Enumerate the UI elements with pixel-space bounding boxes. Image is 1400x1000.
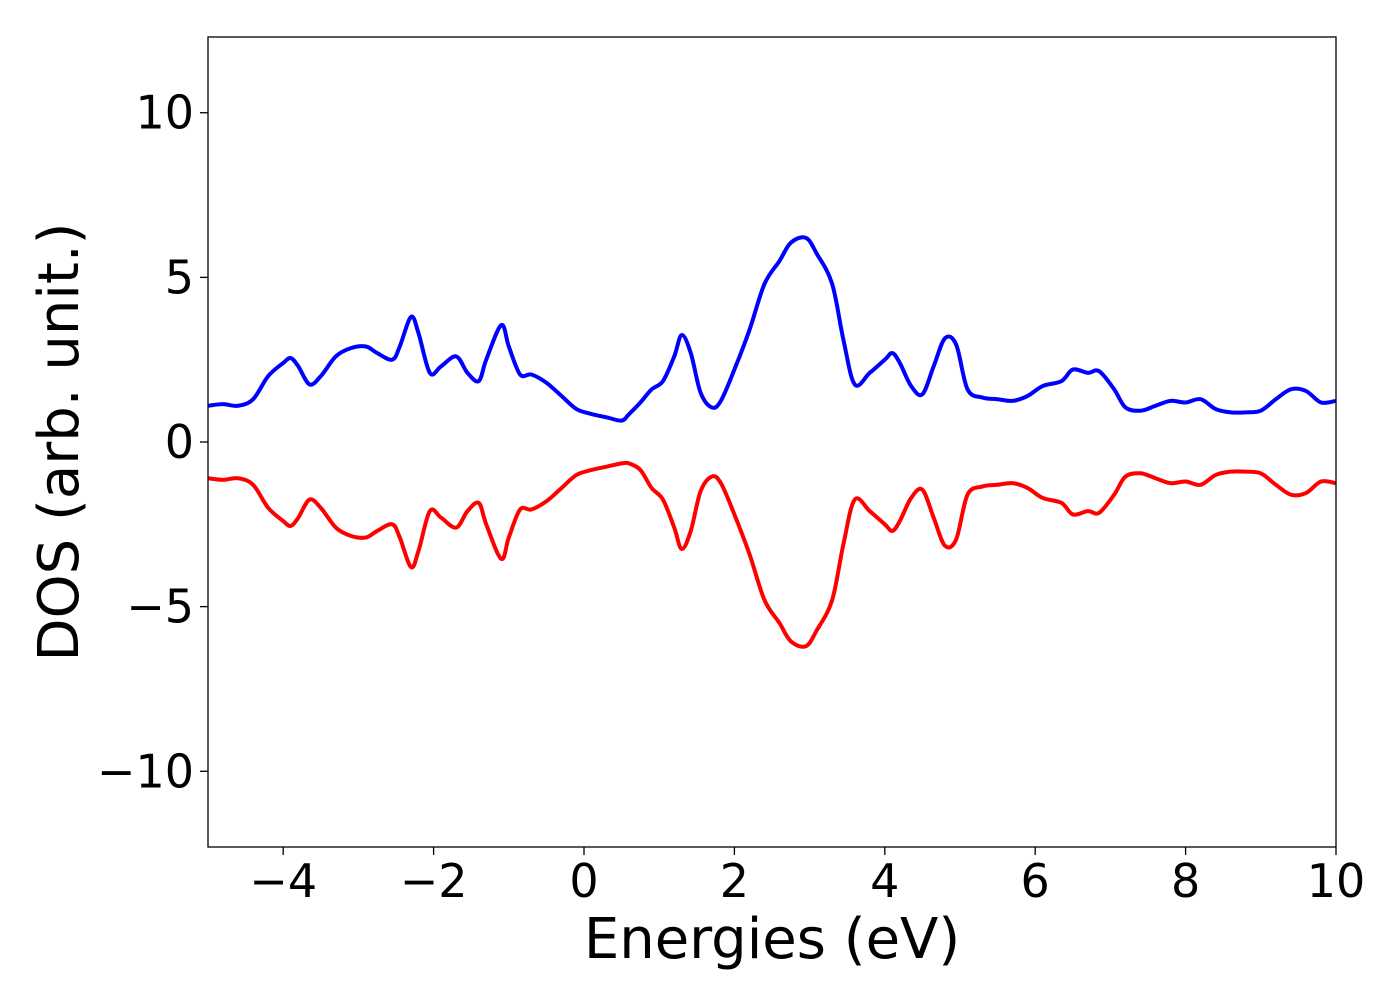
x-tick-label: 10 bbox=[1307, 854, 1366, 908]
y-axis-ticks: 10 5 0 −5 −10 bbox=[97, 86, 208, 798]
y-tick-label: 0 bbox=[165, 415, 194, 469]
x-tick-label: 6 bbox=[1021, 854, 1050, 908]
plot-frame bbox=[207, 36, 1337, 848]
x-tick-label: 4 bbox=[870, 854, 899, 908]
x-axis-label: Energies (eV) bbox=[584, 907, 960, 972]
y-tick-label: 10 bbox=[135, 86, 194, 140]
series-line-2 bbox=[207, 460, 1337, 649]
x-axis-ticks: −4 −2 0 2 4 6 8 10 bbox=[249, 847, 1365, 908]
x-tick-label: 2 bbox=[720, 854, 749, 908]
series-line-1 bbox=[207, 235, 1337, 423]
y-tick-label: −5 bbox=[126, 580, 194, 634]
x-tick-label: 0 bbox=[569, 854, 598, 908]
x-tick-label: −4 bbox=[249, 854, 317, 908]
y-tick-label: 5 bbox=[165, 250, 194, 304]
y-axis-label: DOS (arb. unit.) bbox=[27, 222, 92, 661]
series-layer bbox=[207, 235, 1337, 649]
x-tick-label: −2 bbox=[400, 854, 468, 908]
x-tick-label: 8 bbox=[1171, 854, 1200, 908]
y-tick-label: −10 bbox=[97, 744, 194, 798]
